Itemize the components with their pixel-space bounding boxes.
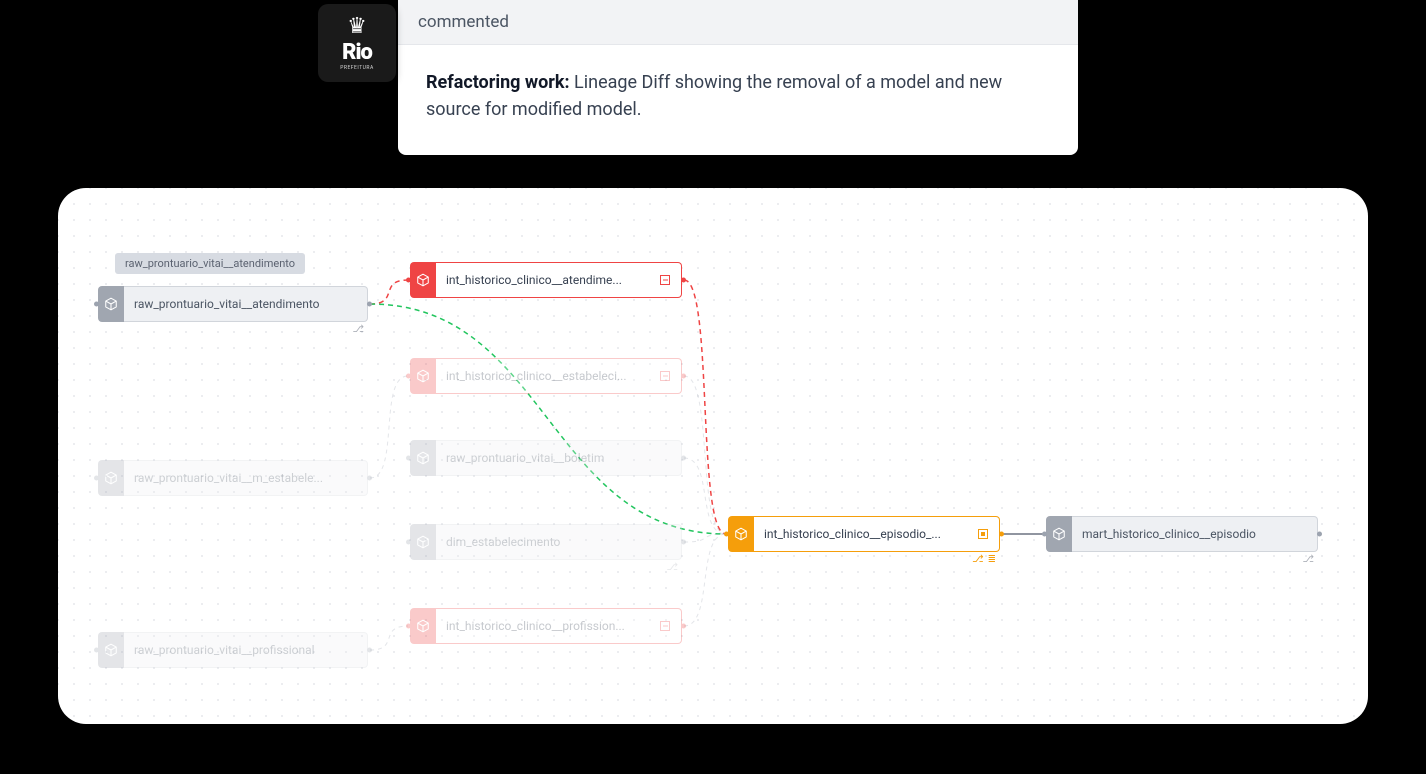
rio-text: Rio — [342, 40, 372, 65]
edge — [370, 304, 726, 534]
lineage-node[interactable]: int_historico_clinico__episodio_...⎇≣ — [728, 516, 1000, 552]
node-label: int_historico_clinico__profission... — [446, 619, 653, 633]
lineage-node[interactable]: int_historico_clinico__estabeleci... — [410, 358, 682, 394]
cube-icon — [410, 440, 436, 476]
port-right[interactable] — [681, 374, 686, 379]
node-subrow-icons: ⎇ — [666, 562, 678, 573]
node-label: int_historico_clinico__atendime... — [446, 273, 653, 287]
list-icon: ≣ — [988, 554, 996, 565]
node-label-box: int_historico_clinico__atendime... — [436, 262, 682, 298]
node-label-box: dim_estabelecimento — [436, 524, 682, 560]
cube-icon — [410, 358, 436, 394]
edge — [684, 458, 726, 534]
status-removed-icon — [659, 620, 671, 632]
port-right[interactable] — [999, 532, 1004, 537]
cube-icon — [98, 460, 124, 496]
port-left[interactable] — [1042, 532, 1047, 537]
port-left[interactable] — [406, 540, 411, 545]
branch-icon: ⎇ — [352, 324, 364, 335]
port-right[interactable] — [681, 278, 686, 283]
lineage-node[interactable]: raw_prontuario_vitai__atendimento⎇ — [98, 286, 368, 322]
port-left[interactable] — [94, 302, 99, 307]
node-label-box: raw_prontuario_vitai__boletim — [436, 440, 682, 476]
lineage-node[interactable]: raw_prontuario_vitai__profissional — [98, 632, 368, 668]
lineage-node[interactable]: int_historico_clinico__atendime... — [410, 262, 682, 298]
cube-icon — [98, 286, 124, 322]
rio-subtext: PREFEITURA — [340, 65, 374, 71]
cube-icon — [728, 516, 754, 552]
branch-icon: ⎇ — [666, 562, 678, 573]
node-label: dim_estabelecimento — [446, 535, 671, 549]
node-label-box: int_historico_clinico__profission... — [436, 608, 682, 644]
node-label: mart_historico_clinico__episodio — [1082, 527, 1307, 541]
port-left[interactable] — [406, 278, 411, 283]
lineage-node[interactable]: dim_estabelecimento⎇ — [410, 524, 682, 560]
port-left[interactable] — [724, 532, 729, 537]
branch-icon: ⎇ — [1302, 554, 1314, 565]
edge — [370, 376, 408, 478]
comment-body: Refactoring work: Lineage Diff showing t… — [398, 45, 1078, 155]
cube-icon — [98, 632, 124, 668]
lineage-node[interactable]: raw_prontuario_vitai__m_estabele... — [98, 460, 368, 496]
node-label: raw_prontuario_vitai__m_estabele... — [134, 471, 357, 485]
rio-badge: ♛ Rio PREFEITURA — [318, 4, 396, 82]
lineage-node[interactable]: raw_prontuario_vitai__boletim — [410, 440, 682, 476]
comment-card: commented Refactoring work: Lineage Diff… — [398, 0, 1078, 155]
lineage-node[interactable]: mart_historico_clinico__episodio⎇ — [1046, 516, 1318, 552]
port-left[interactable] — [406, 624, 411, 629]
node-subrow-icons: ⎇ — [1302, 554, 1314, 565]
rio-crest-icon: ♛ — [347, 16, 367, 38]
node-label-box: raw_prontuario_vitai__m_estabele... — [124, 460, 368, 496]
status-removed-icon — [659, 370, 671, 382]
port-left[interactable] — [94, 648, 99, 653]
node-label: int_historico_clinico__estabeleci... — [446, 369, 653, 383]
edge — [684, 534, 726, 626]
node-label: raw_prontuario_vitai__profissional — [134, 643, 357, 657]
node-label-box: raw_prontuario_vitai__profissional — [124, 632, 368, 668]
edge — [684, 534, 726, 542]
comment-title-prefix: Refactoring work: — [426, 72, 570, 93]
node-tooltip: raw_prontuario_vitai__atendimento — [115, 253, 305, 274]
comment-header: commented — [398, 0, 1078, 45]
edge — [684, 376, 726, 534]
lineage-node[interactable]: int_historico_clinico__profission... — [410, 608, 682, 644]
port-right[interactable] — [367, 648, 372, 653]
port-right[interactable] — [367, 302, 372, 307]
port-left[interactable] — [406, 456, 411, 461]
node-subrow-icons: ⎇ — [352, 324, 364, 335]
status-modified-icon — [977, 528, 989, 540]
node-label: int_historico_clinico__episodio_... — [764, 527, 971, 541]
node-label-box: int_historico_clinico__episodio_... — [754, 516, 1000, 552]
cube-icon — [1046, 516, 1072, 552]
node-subrow-icons: ⎇≣ — [972, 554, 996, 565]
edge — [684, 280, 726, 534]
port-left[interactable] — [406, 374, 411, 379]
edge — [370, 626, 408, 650]
port-right[interactable] — [681, 540, 686, 545]
branch-icon: ⎇ — [972, 554, 984, 565]
edge — [370, 280, 408, 304]
port-right[interactable] — [1317, 532, 1322, 537]
status-removed-icon — [659, 274, 671, 286]
node-label-box: int_historico_clinico__estabeleci... — [436, 358, 682, 394]
port-right[interactable] — [367, 476, 372, 481]
node-label-box: mart_historico_clinico__episodio — [1072, 516, 1318, 552]
cube-icon — [410, 524, 436, 560]
lineage-canvas[interactable]: raw_prontuario_vitai__atendimento raw_pr… — [58, 188, 1368, 724]
cube-icon — [410, 608, 436, 644]
port-right[interactable] — [681, 624, 686, 629]
port-left[interactable] — [94, 476, 99, 481]
port-right[interactable] — [681, 456, 686, 461]
node-label: raw_prontuario_vitai__boletim — [446, 451, 671, 465]
node-label-box: raw_prontuario_vitai__atendimento — [124, 286, 368, 322]
cube-icon — [410, 262, 436, 298]
node-label: raw_prontuario_vitai__atendimento — [134, 297, 357, 311]
